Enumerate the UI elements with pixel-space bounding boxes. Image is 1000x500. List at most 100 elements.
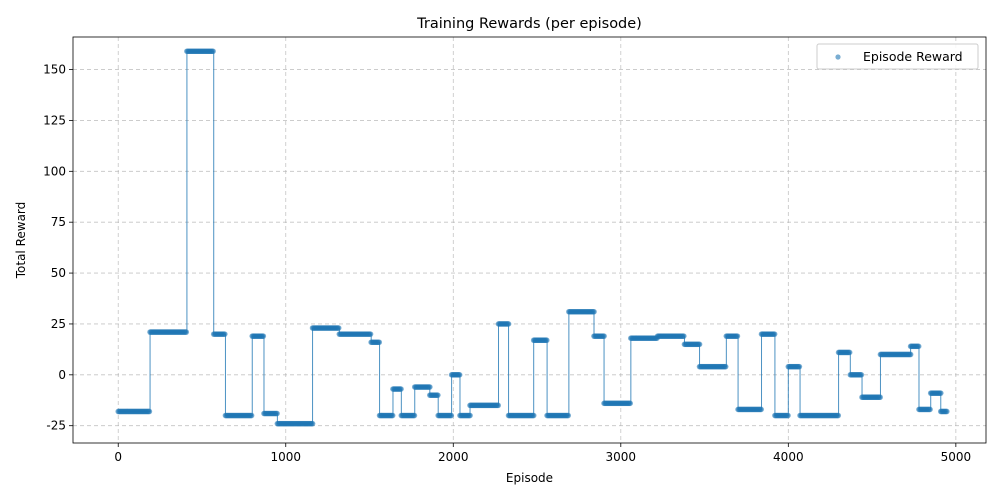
reward-segment: [184, 48, 216, 55]
reward-segment: [654, 333, 687, 339]
plot-frame: [72, 36, 987, 444]
y-tick-label: 25: [51, 317, 66, 331]
reward-segment: [601, 400, 633, 407]
reward-segment: [222, 412, 255, 419]
reward-segment: [735, 406, 764, 413]
chart-title: Training Rewards (per episode): [416, 16, 642, 32]
episode-point: [846, 349, 853, 356]
legend-marker: [835, 54, 841, 60]
reward-segment: [435, 412, 455, 419]
episode-point: [367, 331, 374, 337]
episode-point: [467, 412, 473, 419]
episode-point: [398, 386, 404, 392]
episode-point: [248, 412, 255, 419]
episode-point: [427, 384, 433, 390]
y-axis-label: Total Reward: [14, 202, 28, 280]
episode-point: [627, 400, 633, 407]
reward-segment: [249, 333, 267, 339]
episode-point: [411, 412, 418, 419]
episode-point: [722, 363, 729, 370]
x-tick-label: 0: [114, 450, 122, 464]
x-tick-label: 4000: [773, 450, 804, 464]
reward-segment: [309, 325, 342, 331]
axis-ticks: 0 1000 2000 3000 4000 5000 -25 0 25 50 75 100 125 150: [43, 63, 971, 464]
episode-point: [495, 402, 501, 409]
reward-segment: [772, 412, 791, 419]
reward-segment: [591, 333, 607, 339]
episode-point: [785, 412, 791, 419]
reward-segment: [467, 402, 501, 409]
reward-segment: [274, 420, 316, 427]
episode-point: [758, 406, 764, 413]
episode-point: [601, 333, 607, 339]
episode-point: [907, 351, 914, 358]
reward-segment: [723, 333, 741, 339]
reward-segment: [427, 392, 441, 398]
episode-point: [335, 325, 342, 331]
x-tick-label: 3000: [606, 450, 637, 464]
y-tick-label: 75: [51, 215, 66, 229]
legend: Episode Reward: [816, 43, 979, 70]
reward-segment: [907, 343, 922, 350]
reward-segment: [505, 412, 537, 419]
reward-segment: [210, 331, 228, 337]
episode-point: [376, 339, 383, 346]
episode-point: [183, 329, 190, 335]
episode-point: [565, 412, 571, 419]
legend-label-episode-reward: Episode Reward: [863, 49, 963, 64]
episode-point: [389, 412, 396, 419]
reward-segment: [758, 331, 778, 337]
episode-point: [210, 48, 216, 55]
reward-segment: [398, 412, 418, 419]
reward-segment: [566, 308, 597, 315]
reward-segment: [797, 412, 842, 419]
reward-segment: [495, 321, 512, 327]
reward-segment: [448, 372, 463, 378]
episode-point: [591, 308, 597, 315]
reward-segment: [390, 386, 404, 392]
reward-segment: [376, 412, 396, 419]
episode-point: [944, 408, 950, 415]
reward-segment: [916, 406, 933, 413]
y-tick-label: -25: [46, 419, 66, 433]
episode-point: [448, 412, 455, 419]
x-tick-label: 1000: [270, 450, 301, 464]
episode-point: [260, 333, 267, 339]
grid-lines: [73, 37, 986, 443]
reward-segment: [411, 384, 433, 390]
episode-point: [937, 390, 944, 396]
reward-segment: [877, 351, 914, 358]
reward-segment: [927, 390, 944, 396]
reward-segment: [847, 372, 865, 378]
y-tick-label: 0: [58, 368, 66, 382]
episode-point: [796, 363, 803, 370]
episode-point: [696, 341, 703, 348]
episode-point: [858, 372, 865, 378]
episode-point: [435, 392, 441, 398]
reward-segment: [859, 394, 883, 401]
reward-segment: [785, 363, 803, 370]
episode-point: [927, 406, 933, 413]
episode-point: [221, 331, 228, 337]
episode-point: [680, 333, 687, 339]
episode-point: [456, 372, 463, 378]
y-tick-label: 100: [43, 164, 66, 178]
reward-segment: [147, 329, 190, 335]
reward-segment: [115, 408, 153, 415]
y-tick-label: 50: [51, 266, 66, 280]
episode-point: [530, 412, 537, 419]
y-tick-label: 150: [43, 63, 66, 77]
x-axis-label: Episode: [506, 471, 553, 485]
episode-point: [309, 420, 316, 427]
episode-point: [915, 343, 922, 350]
reward-segment: [937, 408, 950, 415]
reward-segment: [261, 410, 280, 417]
episode-point: [146, 408, 153, 415]
x-tick-label: 2000: [438, 450, 469, 464]
episode-point: [877, 394, 883, 401]
reward-segment: [696, 363, 729, 370]
episode-point: [543, 337, 550, 344]
reward-segment: [544, 412, 571, 419]
